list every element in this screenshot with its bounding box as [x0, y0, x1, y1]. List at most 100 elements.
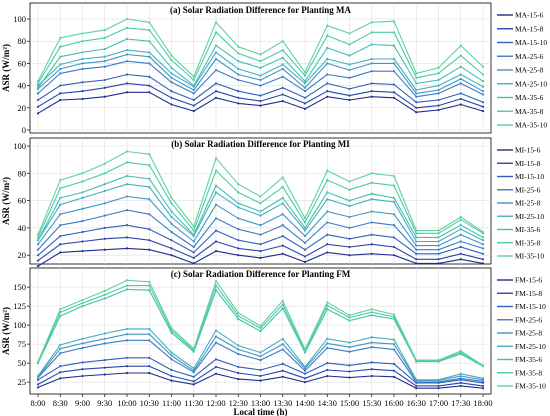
data-point — [459, 65, 462, 68]
data-point — [81, 67, 84, 71]
data-point — [459, 77, 462, 81]
data-point — [326, 198, 329, 201]
data-point — [103, 332, 106, 335]
data-point — [125, 339, 129, 342]
data-point — [415, 384, 418, 388]
data-point — [103, 162, 106, 165]
data-point — [481, 258, 485, 261]
data-point — [281, 303, 284, 306]
data-point — [348, 188, 351, 191]
data-point — [259, 214, 262, 217]
data-point — [81, 298, 84, 302]
data-point — [370, 82, 373, 85]
data-point — [437, 258, 440, 261]
data-point — [392, 62, 396, 65]
data-point — [81, 337, 84, 340]
legend-entry: FM-25-6 — [515, 315, 542, 324]
data-point — [326, 251, 329, 254]
data-point — [370, 21, 373, 24]
data-point — [326, 57, 329, 61]
data-point — [281, 63, 284, 66]
legend-entry: FM-15-6 — [515, 276, 542, 285]
data-point — [326, 179, 329, 182]
data-point — [125, 195, 129, 198]
data-point — [370, 252, 373, 255]
data-point — [303, 381, 307, 384]
data-point — [59, 63, 62, 66]
data-point — [170, 247, 173, 250]
data-point — [148, 185, 151, 189]
data-point — [326, 337, 329, 340]
data-point — [348, 316, 351, 319]
data-point — [192, 262, 195, 265]
data-point — [170, 90, 173, 93]
data-point — [459, 240, 462, 243]
data-point — [370, 210, 373, 213]
data-point — [259, 330, 262, 333]
data-point — [59, 196, 62, 199]
data-point — [326, 24, 329, 27]
data-point — [214, 358, 218, 361]
data-point — [281, 244, 284, 247]
data-point — [259, 210, 262, 213]
legend-entry: MA-35-10 — [515, 121, 547, 130]
data-point — [326, 90, 329, 93]
data-point — [103, 172, 106, 175]
data-point — [348, 341, 351, 344]
data-point — [481, 239, 485, 242]
legend-entry: MI-15-10 — [515, 172, 544, 181]
data-point — [148, 198, 151, 201]
data-point — [36, 233, 40, 236]
y-tick-label: 50 — [18, 358, 27, 368]
data-point — [303, 377, 307, 380]
data-point — [348, 54, 351, 57]
data-point — [214, 51, 218, 54]
data-point — [214, 82, 218, 85]
data-point — [125, 356, 129, 359]
data-point — [192, 75, 195, 78]
data-point — [103, 366, 106, 369]
data-point — [259, 379, 262, 382]
data-point — [59, 343, 62, 346]
data-point — [214, 90, 218, 93]
data-point — [148, 365, 151, 368]
data-point — [125, 371, 129, 375]
x-tick-label: 15:00 — [340, 398, 359, 408]
chart-panel-1: 20 40 60 80 100 (b) Solar Radiation Differenc… — [1, 137, 544, 268]
data-point — [148, 153, 151, 156]
data-point — [437, 232, 440, 235]
data-point — [59, 213, 62, 216]
data-point — [81, 191, 84, 194]
data-point — [459, 224, 462, 227]
data-point — [437, 92, 440, 95]
data-point — [170, 196, 173, 199]
data-point — [36, 386, 40, 389]
data-point — [81, 81, 84, 84]
data-point — [125, 26, 129, 29]
data-point — [437, 240, 440, 243]
data-point — [192, 98, 195, 102]
data-point — [81, 62, 84, 65]
y-tick-label: 20 — [18, 103, 27, 113]
data-point — [370, 198, 373, 201]
data-point — [392, 83, 396, 86]
data-point — [36, 105, 40, 108]
data-point — [170, 103, 173, 106]
data-point — [170, 76, 173, 79]
data-point — [303, 348, 307, 351]
data-point — [459, 233, 462, 236]
data-point — [103, 78, 106, 82]
data-point — [170, 215, 173, 219]
y-tick-label: 100 — [13, 14, 26, 24]
data-point — [36, 264, 40, 268]
data-point — [259, 374, 262, 378]
data-point — [481, 80, 485, 83]
data-point — [125, 183, 129, 186]
data-point — [348, 68, 351, 72]
data-point — [214, 191, 218, 194]
data-point — [237, 60, 240, 63]
data-point — [459, 258, 462, 261]
data-point — [237, 247, 240, 250]
data-point — [148, 213, 151, 216]
data-point — [148, 75, 151, 78]
